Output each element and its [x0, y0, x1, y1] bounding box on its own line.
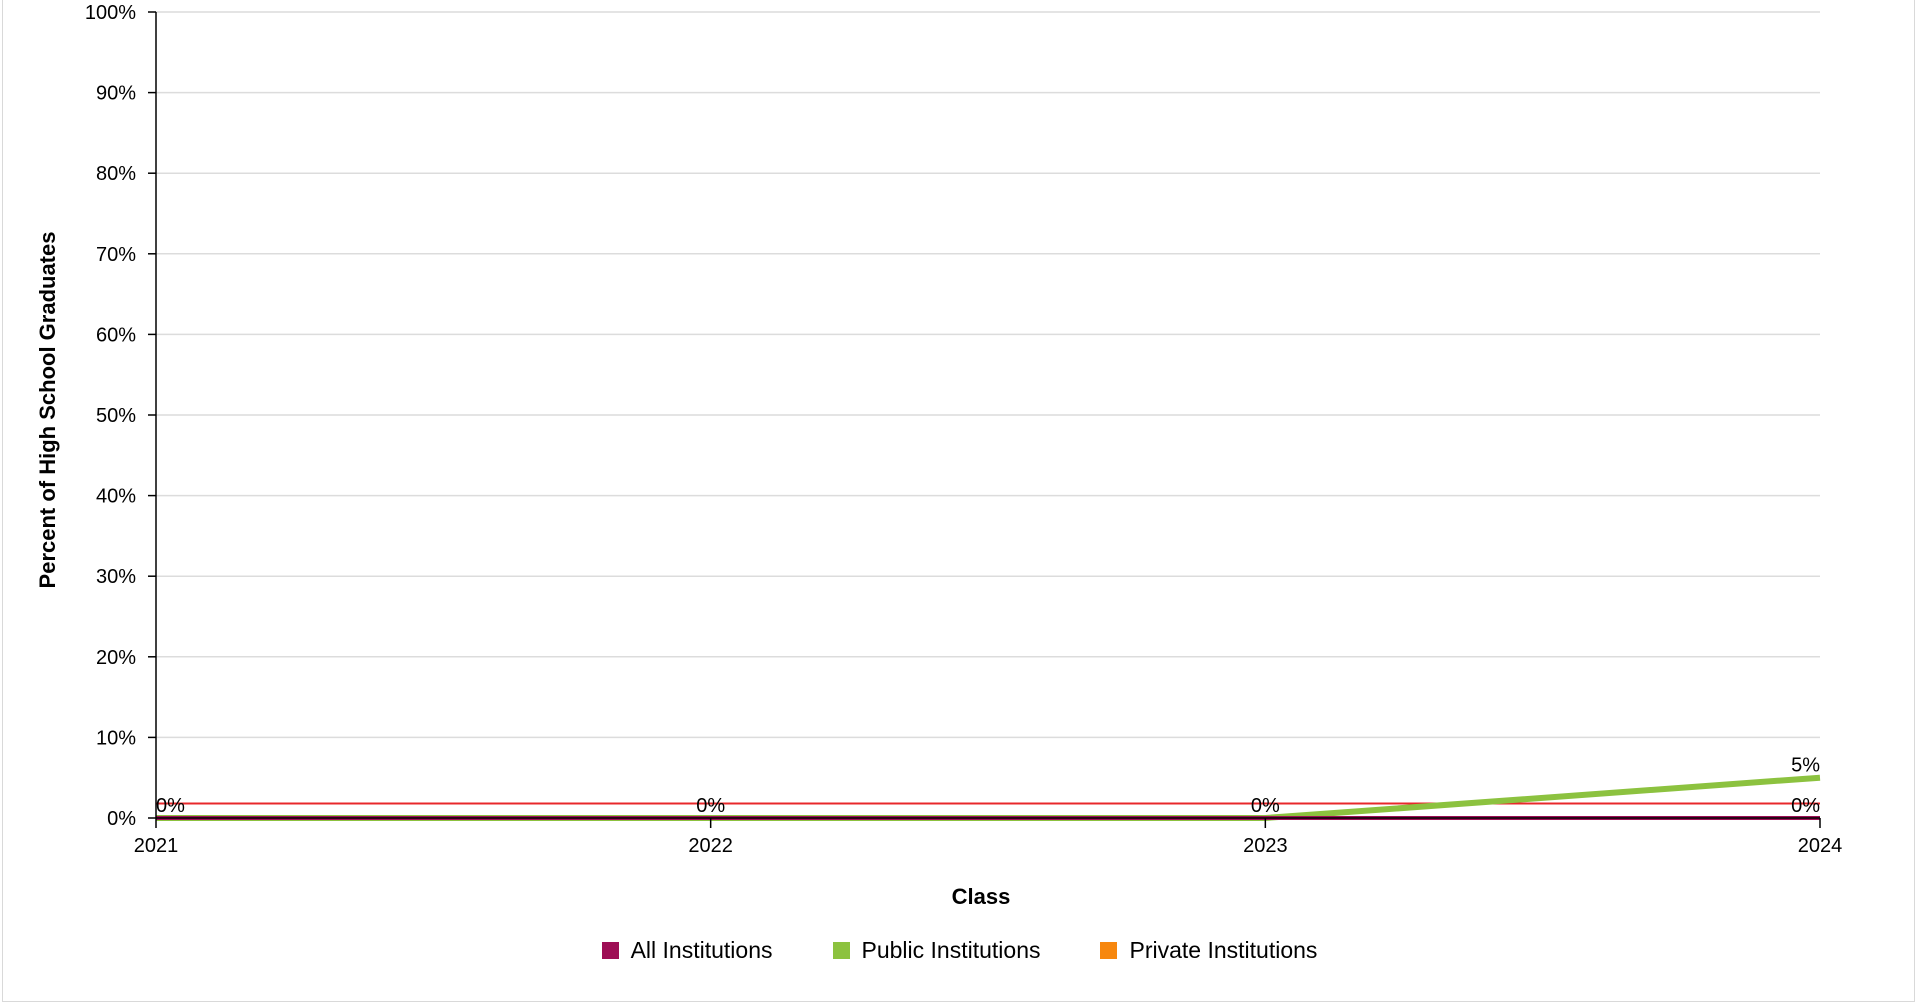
legend-swatch-all-institutions	[601, 941, 619, 959]
y-tick-label-80: 80%	[96, 163, 136, 185]
data-label-all-institutions-2021: 0%	[156, 795, 185, 817]
legend-label-all-institutions: All Institutions	[630, 936, 773, 963]
y-tick-label-70: 70%	[96, 244, 136, 266]
y-tick-label-100: 100%	[85, 2, 136, 24]
legend-swatch-public-institutions	[832, 941, 850, 959]
data-label-public-institutions-2024: 5%	[1791, 755, 1820, 777]
x-axis-title: Class	[952, 884, 1011, 909]
legend-label-private-institutions: Private Institutions	[1129, 936, 1318, 963]
y-tick-label-0: 0%	[107, 808, 136, 830]
axes: 0% 10% 20% 30% 40% 50% 60% 70% 80% 90% 100% 2021 202…	[85, 2, 1842, 857]
x-tick-label-2022: 2022	[688, 835, 733, 857]
data-label-all-institutions-2023: 0%	[1251, 795, 1280, 817]
data-label-all-institutions-2024: 0%	[1791, 795, 1820, 817]
legend-label-public-institutions: Public Institutions	[861, 936, 1041, 963]
chart-legend: All Institutions Public Institutions Pri…	[0, 935, 1919, 965]
x-tick-label-2024: 2024	[1798, 835, 1843, 857]
series-line-public-institutions[interactable]	[156, 774, 1821, 821]
legend-item-all-institutions[interactable]: All Institutions	[601, 936, 773, 964]
series-lines	[156, 774, 1821, 821]
legend-item-public-institutions[interactable]: Public Institutions	[832, 936, 1041, 964]
y-tick-label-40: 40%	[96, 486, 136, 508]
data-labels: 0% 0% 0% 0% 5%	[156, 755, 1820, 817]
y-tick-label-90: 90%	[96, 83, 136, 105]
x-tick-label-2023: 2023	[1243, 835, 1288, 857]
data-label-all-institutions-2022: 0%	[696, 795, 725, 817]
y-tick-label-10: 10%	[96, 727, 136, 749]
y-axis-title: Percent of High School Graduates	[35, 232, 60, 589]
y-tick-label-60: 60%	[96, 324, 136, 346]
legend-item-private-institutions[interactable]: Private Institutions	[1100, 937, 1317, 964]
x-tick-label-2021: 2021	[134, 835, 179, 857]
y-tick-label-30: 30%	[96, 566, 136, 588]
grid-lines	[156, 11, 1820, 739]
y-tick-label-50: 50%	[96, 405, 136, 427]
legend-swatch-private-institutions	[1100, 941, 1118, 959]
y-tick-label-20: 20%	[96, 647, 136, 669]
